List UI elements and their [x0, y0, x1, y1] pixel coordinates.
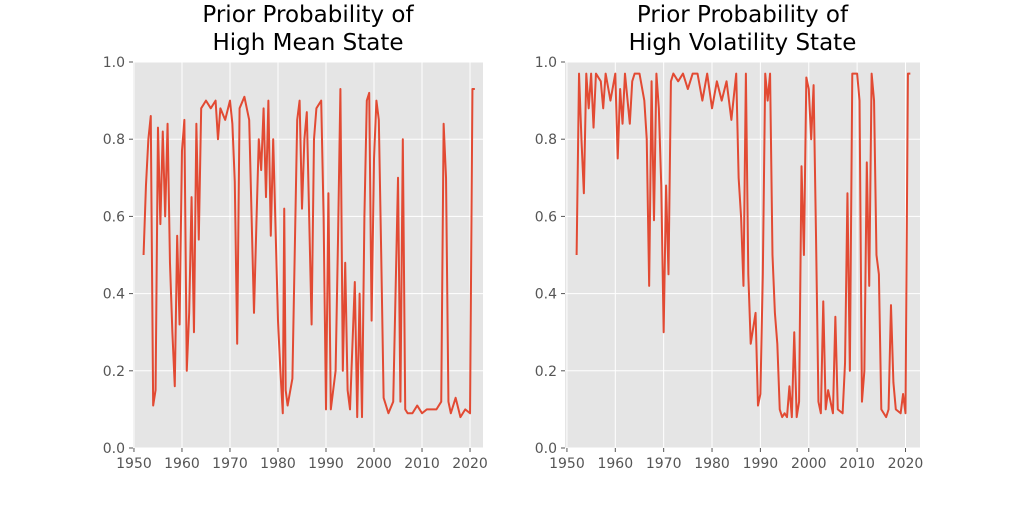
y-tick-label: 0.4: [103, 287, 125, 303]
x-tick-label: 2000: [356, 456, 392, 472]
x-tick-label: 2020: [888, 456, 924, 472]
x-tick-label: 1970: [212, 456, 248, 472]
x-tick-label: 1990: [743, 456, 779, 472]
y-tick-label: 0.0: [535, 441, 557, 457]
x-tick-label: 2010: [839, 456, 875, 472]
y-tick-label: 0.2: [103, 364, 125, 380]
y-tick-label: 0.6: [535, 209, 557, 225]
y-tick-label: 1.0: [103, 55, 125, 71]
chart-title: High Mean State: [212, 30, 403, 56]
y-tick-label: 0.8: [535, 132, 557, 148]
y-tick-label: 0.0: [103, 441, 125, 457]
line-series: [575, 72, 911, 419]
x-tick-label: 1950: [116, 456, 152, 472]
x-tick-label: 1960: [164, 456, 200, 472]
y-tick-label: 0.8: [103, 132, 125, 148]
x-tick-label: 1980: [260, 456, 296, 472]
chart-title: Prior Probability of: [202, 2, 414, 28]
y-tick-label: 0.4: [535, 287, 557, 303]
y-tick-label: 0.6: [103, 209, 125, 225]
x-tick-label: 1990: [308, 456, 344, 472]
y-tick-label: 0.2: [535, 364, 557, 380]
x-tick-label: 1950: [549, 456, 585, 472]
x-tick-label: 1970: [646, 456, 682, 472]
x-tick-label: 2010: [404, 456, 440, 472]
x-tick-label: 2000: [791, 456, 827, 472]
line-series: [142, 88, 475, 419]
x-tick-label: 1980: [694, 456, 730, 472]
x-tick-label: 1960: [597, 456, 633, 472]
x-tick-label: 2020: [452, 456, 488, 472]
chart-title: Prior Probability of: [637, 2, 849, 28]
chart-title: High Volatility State: [629, 30, 857, 56]
y-tick-label: 1.0: [535, 55, 557, 71]
